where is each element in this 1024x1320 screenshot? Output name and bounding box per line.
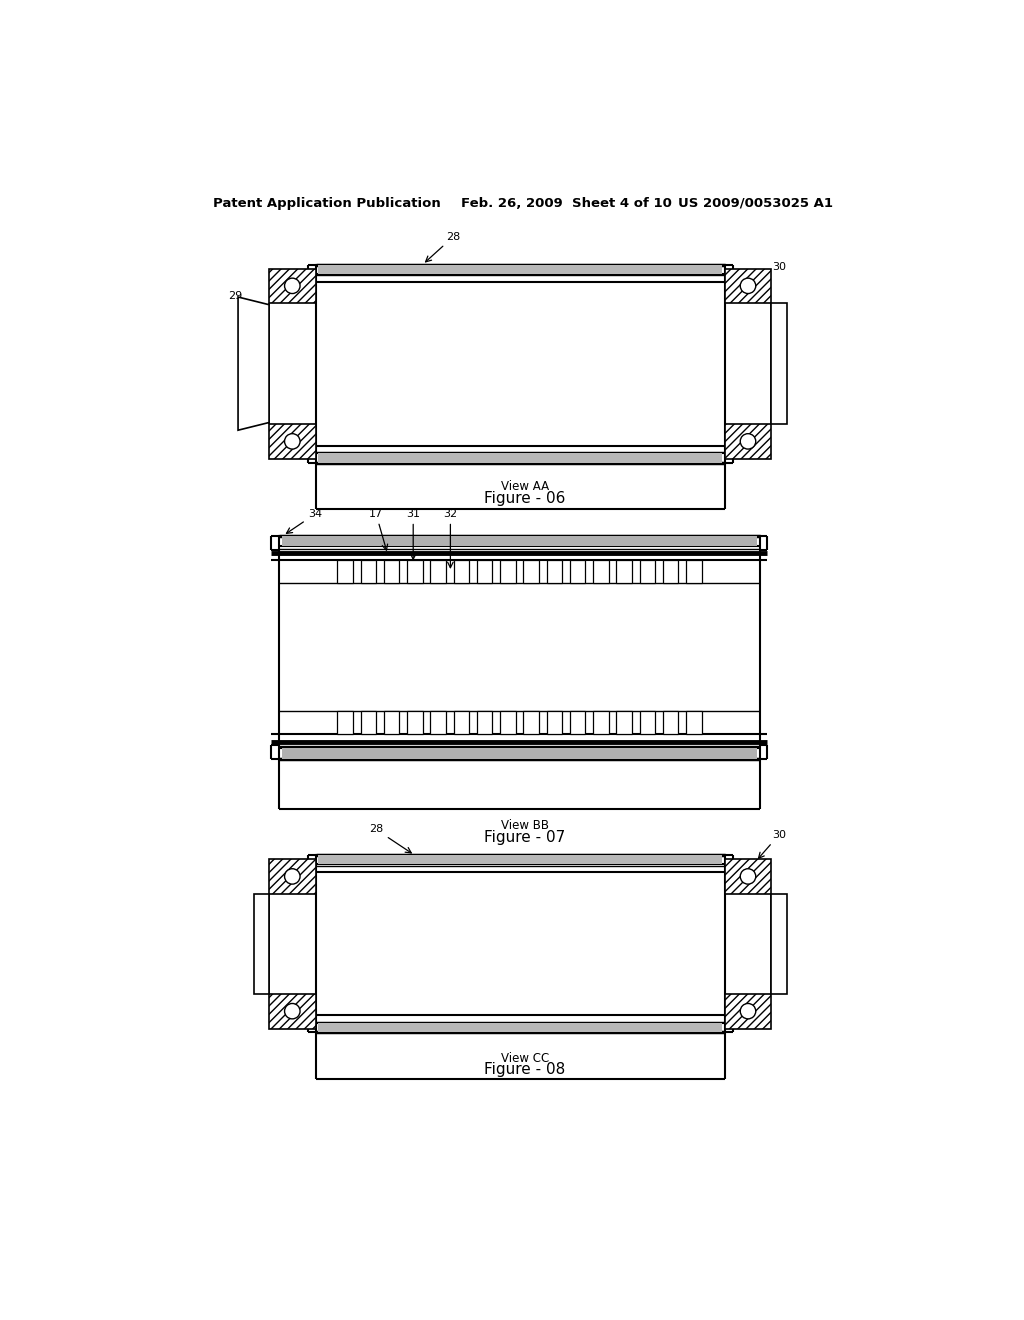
Bar (384, 711, 399, 734)
Polygon shape (269, 994, 315, 1028)
Text: View CC: View CC (501, 1052, 549, 1065)
Bar (315, 264, 725, 462)
Bar (454, 711, 469, 734)
Bar (663, 711, 678, 734)
Polygon shape (269, 424, 315, 459)
Bar (317, 264, 722, 275)
Bar (280, 536, 760, 759)
Bar (686, 711, 701, 734)
Circle shape (285, 1003, 300, 1019)
Circle shape (740, 279, 756, 293)
Text: 29: 29 (227, 290, 257, 317)
Bar (771, 894, 786, 994)
Bar (547, 711, 562, 734)
Bar (640, 560, 655, 583)
Polygon shape (269, 268, 315, 304)
Bar (317, 453, 722, 462)
Text: 28: 28 (369, 825, 412, 853)
Text: Figure - 08: Figure - 08 (484, 1063, 565, 1077)
Circle shape (285, 434, 300, 449)
Bar (771, 304, 786, 424)
Text: 34: 34 (287, 508, 323, 533)
Circle shape (740, 1003, 756, 1019)
Bar (616, 711, 632, 734)
Bar (360, 711, 376, 734)
Bar (500, 560, 515, 583)
Bar (317, 855, 722, 865)
Bar (317, 1023, 722, 1032)
Bar (686, 560, 701, 583)
Bar (477, 711, 493, 734)
Text: 28: 28 (426, 231, 461, 261)
Bar (523, 711, 539, 734)
Polygon shape (725, 424, 771, 459)
Polygon shape (725, 994, 771, 1028)
Bar (640, 711, 655, 734)
Text: Figure - 07: Figure - 07 (484, 830, 565, 845)
Bar (663, 560, 678, 583)
Text: Feb. 26, 2009  Sheet 4 of 10: Feb. 26, 2009 Sheet 4 of 10 (461, 197, 672, 210)
Text: Patent Application Publication: Patent Application Publication (213, 197, 441, 210)
Circle shape (740, 869, 756, 884)
Polygon shape (725, 859, 771, 894)
Bar (337, 711, 352, 734)
Polygon shape (269, 859, 315, 894)
Polygon shape (238, 297, 269, 430)
Bar (283, 748, 757, 759)
Text: 31: 31 (407, 508, 420, 560)
Text: 17: 17 (369, 508, 388, 550)
Bar (523, 560, 539, 583)
Text: 32: 32 (443, 508, 458, 568)
Circle shape (740, 434, 756, 449)
Bar (500, 711, 515, 734)
Bar (454, 560, 469, 583)
Bar (283, 536, 757, 546)
Bar (315, 855, 725, 1032)
Text: US 2009/0053025 A1: US 2009/0053025 A1 (678, 197, 834, 210)
Bar (430, 711, 445, 734)
Text: Figure - 06: Figure - 06 (484, 491, 565, 506)
Bar (254, 894, 269, 994)
Bar (337, 560, 352, 583)
Bar (593, 560, 608, 583)
Bar (360, 560, 376, 583)
Text: View BB: View BB (501, 818, 549, 832)
Text: 30: 30 (759, 830, 786, 858)
Bar (477, 560, 493, 583)
Bar (384, 560, 399, 583)
Bar (593, 711, 608, 734)
Polygon shape (725, 268, 771, 304)
Text: 30: 30 (752, 263, 786, 285)
Circle shape (285, 279, 300, 293)
Bar (407, 560, 423, 583)
Bar (616, 560, 632, 583)
Bar (547, 560, 562, 583)
Circle shape (285, 869, 300, 884)
Bar (569, 711, 586, 734)
Bar (407, 711, 423, 734)
Bar (569, 560, 586, 583)
Text: View AA: View AA (501, 480, 549, 494)
Bar (430, 560, 445, 583)
